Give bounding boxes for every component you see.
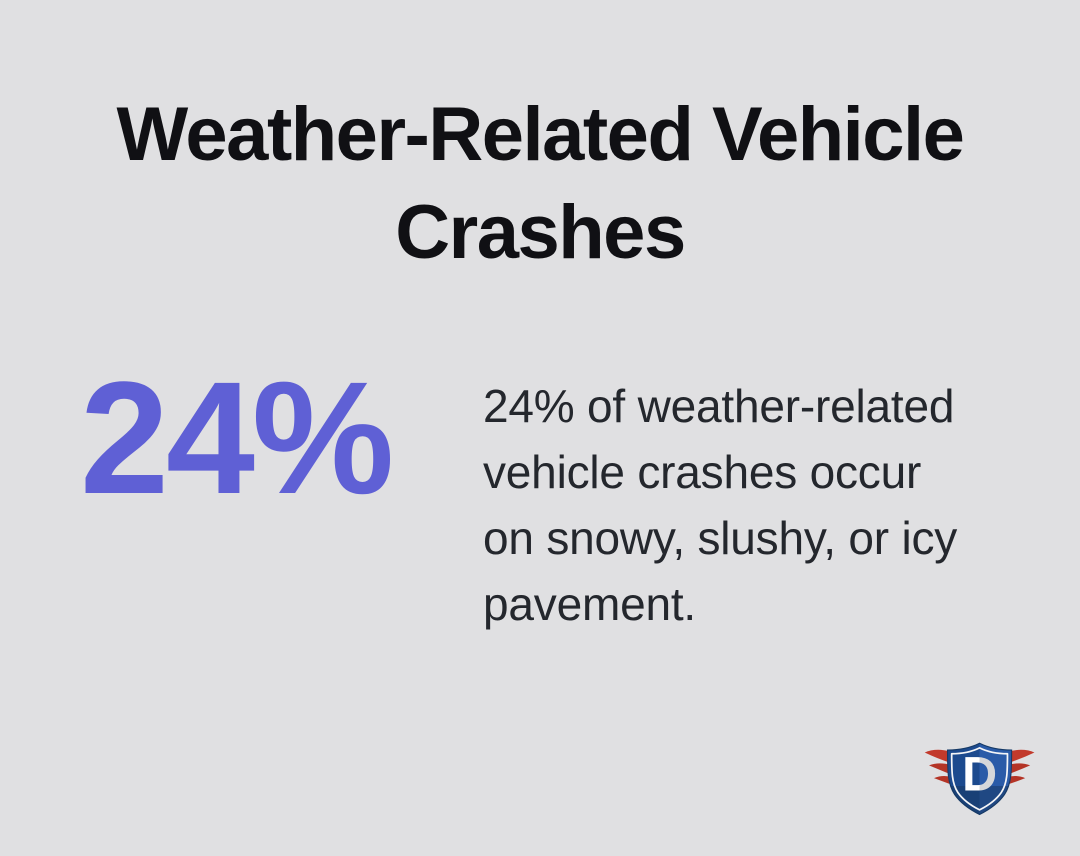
shield-wings-logo-icon: D xyxy=(924,742,1035,816)
stat-description-line-3: on snowy, slushy, or icy xyxy=(483,512,958,564)
shield-letter: D xyxy=(962,747,997,801)
page-title: Weather-Related Vehicle Crashes xyxy=(0,86,1080,282)
shield-icon: D xyxy=(946,742,1013,816)
stat-description-line-2: vehicle crashes occur xyxy=(483,446,922,498)
stat-description-line-4: pavement. xyxy=(483,578,696,630)
stat-value: 24% xyxy=(80,348,394,527)
stat-description-line-1: 24% of weather-related xyxy=(483,380,955,432)
brand-logo: D xyxy=(924,741,1038,816)
stat-description: 24% of weather-related vehicle crashes o… xyxy=(483,373,1023,637)
page-title-line-1: Weather-Related Vehicle xyxy=(116,92,965,177)
page-title-line-2: Crashes xyxy=(395,190,686,275)
